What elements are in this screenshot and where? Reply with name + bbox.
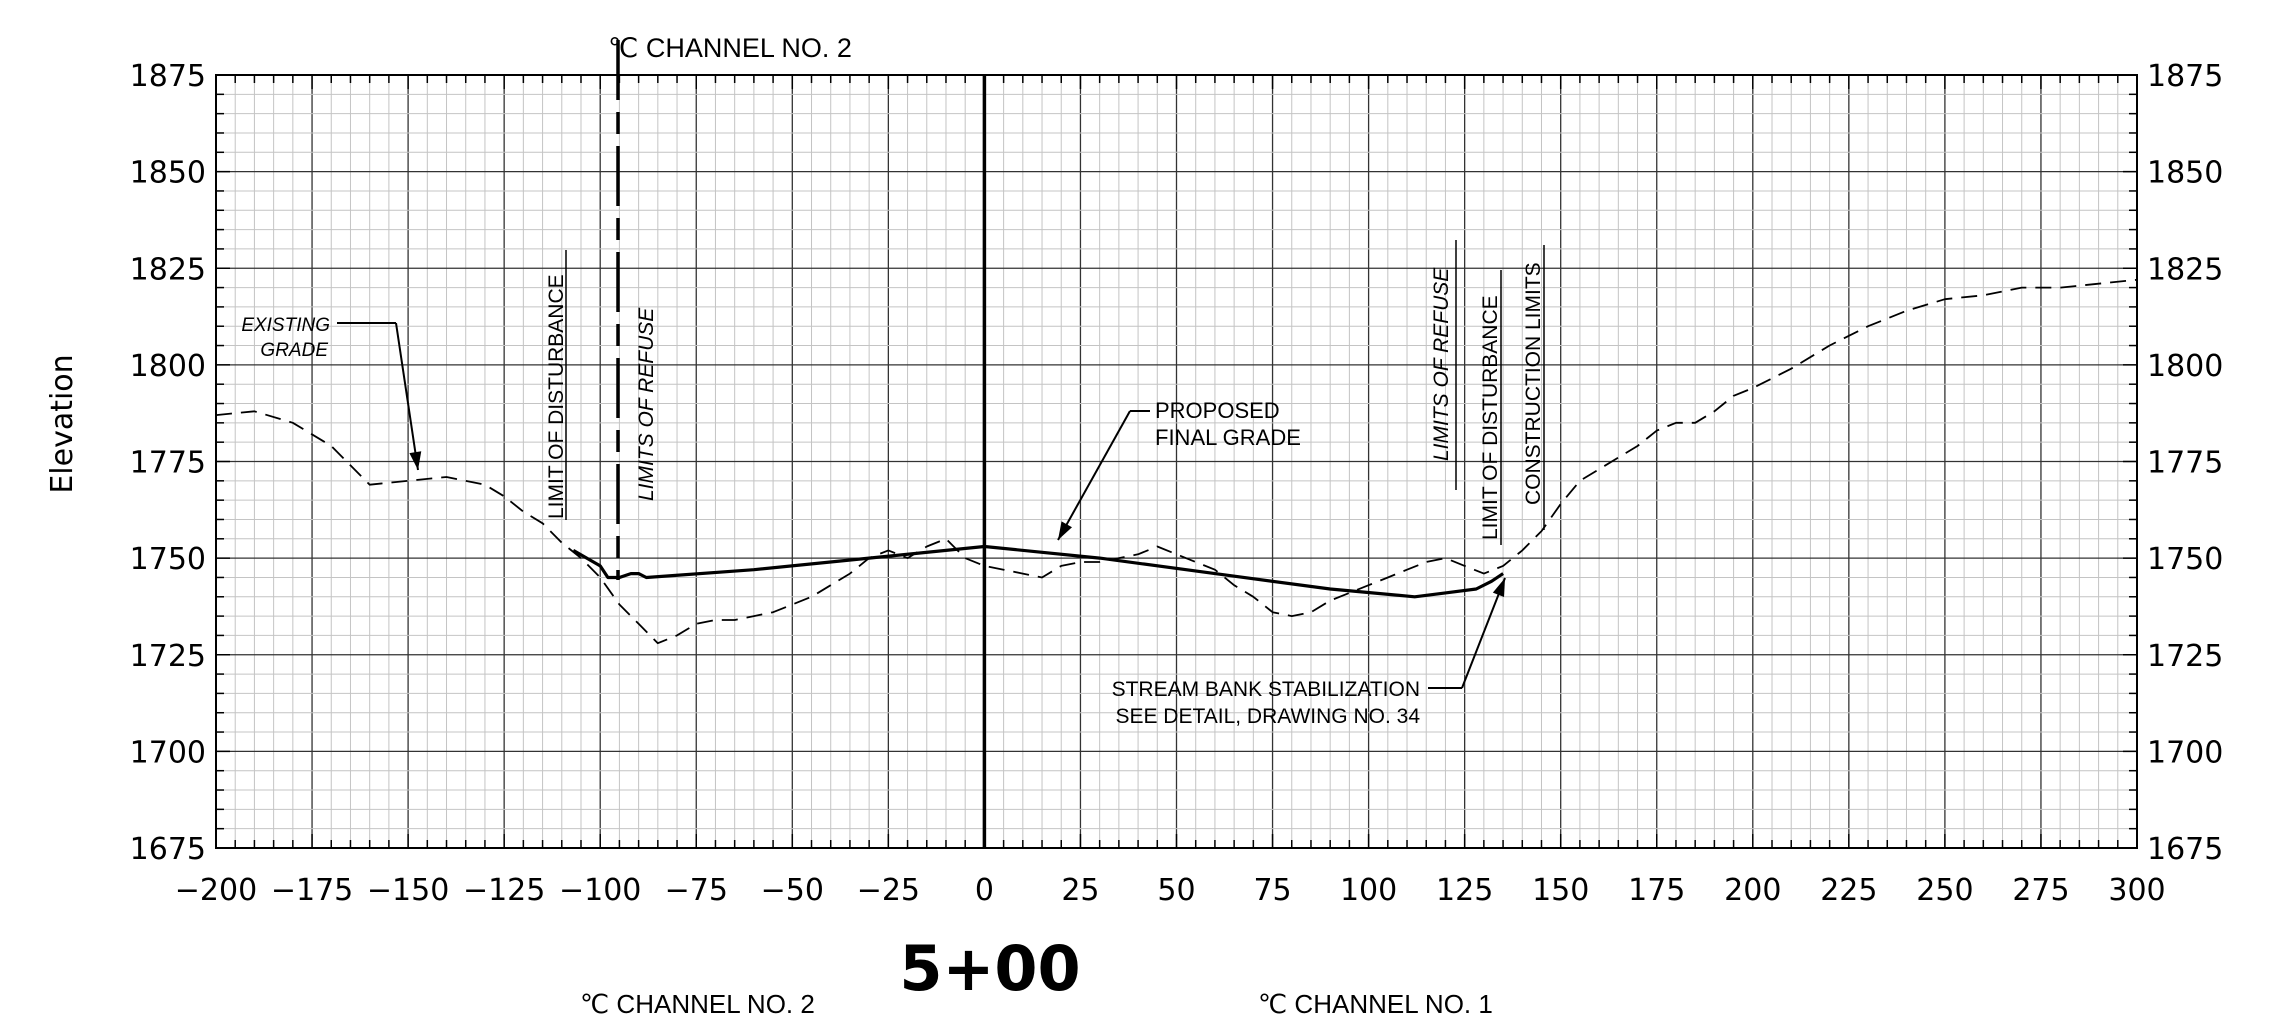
annotation-limits-refuse-left: LIMITS OF REFUSE (635, 307, 658, 501)
proposed-grade-arrow-line (1057, 410, 1131, 541)
y-tick-labels: 1675 1675 1700 1700 1725 1725 1750 1750 1775 1775… (130, 59, 2224, 867)
stream-bank-arrow-line (1461, 577, 1506, 689)
x-tick-label: 125 (1436, 873, 1493, 908)
y-tick-label-right: 1850 (2147, 156, 2223, 191)
stream-bank-arrow-arrowhead (1492, 578, 1505, 597)
annotation-existing-grade-1: EXISTING (241, 315, 330, 336)
x-tick-label: 75 (1253, 873, 1291, 908)
x-tick-label: 250 (1916, 873, 1973, 908)
existing-grade-arrow-arrowhead (409, 451, 422, 470)
proposed-grade-line (572, 544, 1504, 599)
y-tick-label-right: 1875 (2147, 59, 2223, 94)
grid (215, 74, 2138, 849)
annotation-existing-grade-2: GRADE (260, 340, 328, 361)
annotation-bottom-channel-2: ℃ CHANNEL NO. 2 (580, 989, 815, 1015)
y-axis-label: Elevation (45, 354, 80, 493)
x-tick-label: 50 (1157, 873, 1195, 908)
proposed-grade-arrow-arrowhead (1058, 521, 1073, 540)
x-tick-label: −125 (463, 873, 545, 908)
x-tick-label: 150 (1532, 873, 1589, 908)
annotation-limit-disturbance-left: LIMIT OF DISTURBANCE (545, 274, 568, 519)
y-tick-label-left: 1875 (130, 59, 206, 94)
x-tick-label: −75 (665, 873, 728, 908)
y-tick-label-left: 1850 (130, 156, 206, 191)
x-tick-label: 225 (1820, 873, 1877, 908)
y-tick-label-left: 1800 (130, 349, 206, 384)
x-tick-label: −25 (857, 873, 920, 908)
chart-title: 5+00 (899, 932, 1080, 1005)
x-tick-label: 275 (2012, 873, 2069, 908)
x-tick-label: 0 (975, 873, 994, 908)
annotation-construction-limits: CONSTRUCTION LIMITS (1522, 262, 1545, 505)
y-tick-label-left: 1700 (130, 735, 206, 770)
x-tick-label: −200 (175, 873, 257, 908)
x-tick-label: 100 (1340, 873, 1397, 908)
x-tick-label: −175 (271, 873, 353, 908)
x-tick-label: −150 (367, 873, 449, 908)
annotation-stream-bank-1: STREAM BANK STABILIZATION (1112, 678, 1420, 701)
y-tick-label-left: 1725 (130, 639, 206, 674)
existing-grade-line (215, 278, 2138, 645)
annotation-proposed-1: PROPOSED (1155, 398, 1280, 423)
reference-lines (565, 40, 1545, 848)
y-tick-label-left: 1825 (130, 252, 206, 287)
annotation-stream-bank-2: SEE DETAIL, DRAWING NO. 34 (1115, 705, 1420, 728)
y-tick-label-right: 1725 (2147, 639, 2223, 674)
annotation-bottom-channel-1: ℃ CHANNEL NO. 1 (1258, 989, 1493, 1015)
existing-grade-arrow-line (395, 322, 419, 471)
x-tick-label: 200 (1724, 873, 1781, 908)
x-tick-label: −50 (761, 873, 824, 908)
x-tick-label: 25 (1061, 873, 1099, 908)
y-tick-label-left: 1750 (130, 542, 206, 577)
annotations (337, 322, 1506, 689)
y-tick-label-right: 1750 (2147, 542, 2223, 577)
y-tick-label-right: 1700 (2147, 735, 2223, 770)
x-tick-label: 300 (2108, 873, 2165, 908)
annotation-limit-disturbance-right: LIMIT OF DISTURBANCE (1479, 295, 1502, 540)
x-tick-label: 175 (1628, 873, 1685, 908)
y-tick-label-right: 1825 (2147, 252, 2223, 287)
x-tick-labels: −200 −175 −150 −125 −100 −75 −50 −25 0 25 50 75 100 1… (175, 873, 2166, 908)
y-tick-label-right: 1800 (2147, 349, 2223, 384)
y-tick-label-left: 1775 (130, 446, 206, 481)
annotation-limits-refuse-right: LIMITS OF REFUSE (1430, 267, 1453, 461)
x-tick-label: −100 (559, 873, 641, 908)
annotation-proposed-2: FINAL GRADE (1155, 425, 1301, 450)
y-tick-label-right: 1775 (2147, 446, 2223, 481)
series-group (215, 278, 2138, 645)
y-tick-label-left: 1675 (130, 832, 206, 867)
y-tick-label-right: 1675 (2147, 832, 2223, 867)
annotation-channel-top: ℃ CHANNEL NO. 2 (608, 33, 852, 63)
